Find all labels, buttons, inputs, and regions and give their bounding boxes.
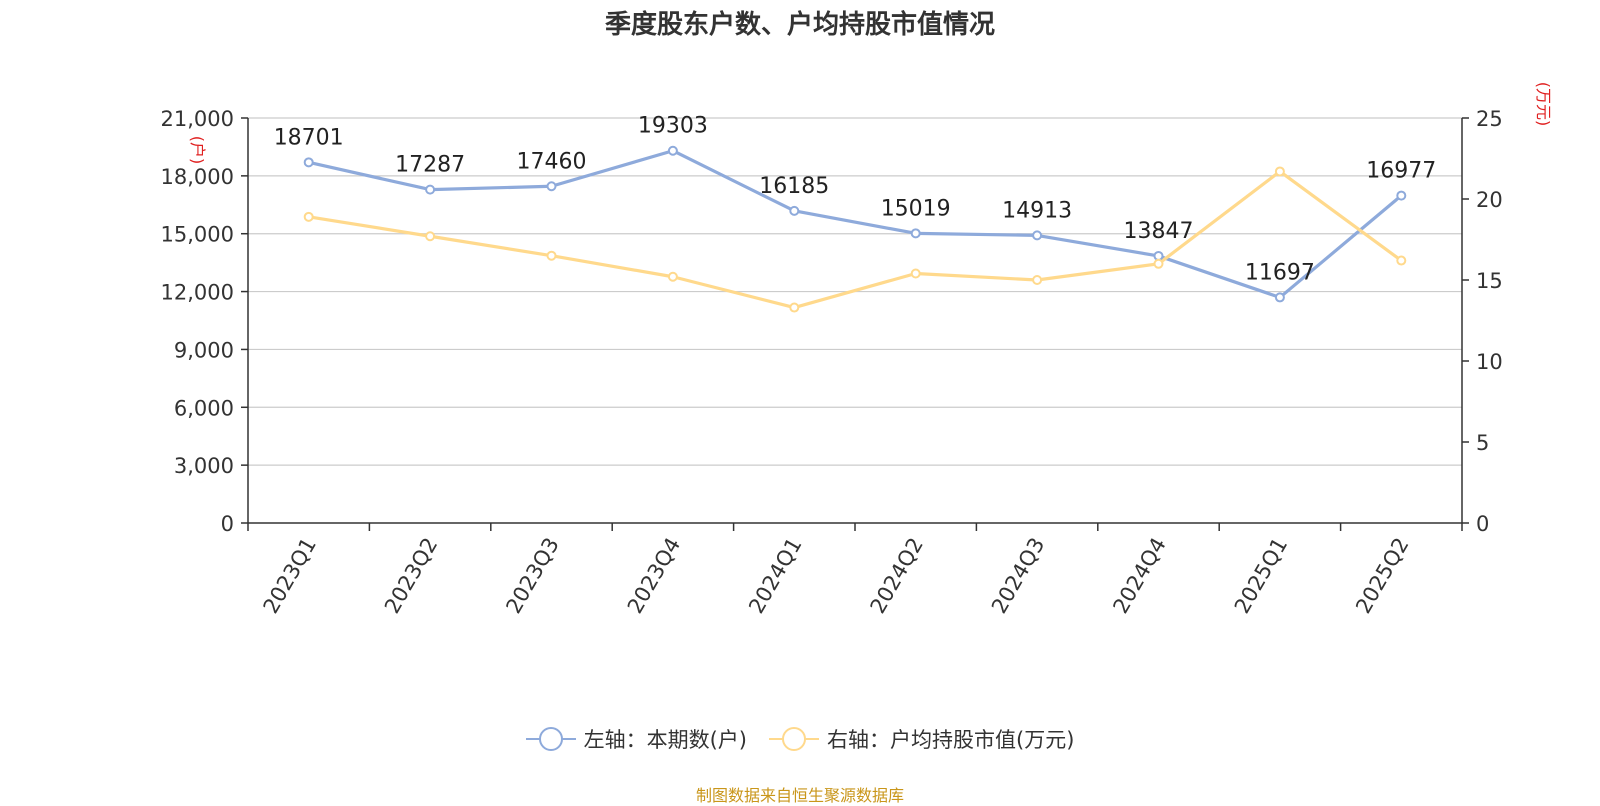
data-point-avg-value	[1032, 275, 1043, 285]
x-axis-tick-label: 2024Q1	[744, 534, 806, 618]
right-axis-unit-label: (万元)	[1534, 82, 1553, 127]
data-point-shareholders	[910, 228, 921, 239]
data-point-avg-value	[1274, 166, 1285, 177]
data-point-shareholders	[1274, 292, 1285, 303]
data-point-shareholders	[789, 205, 800, 216]
data-point-avg-value	[1153, 258, 1164, 269]
data-point-shareholders	[425, 184, 436, 195]
x-axis-tick-label: 2023Q1	[259, 534, 321, 618]
x-axis-tick-label: 2024Q2	[866, 534, 928, 618]
x-axis-tick-label: 2025Q2	[1351, 534, 1413, 618]
left-axis-unit-label: (户)	[188, 136, 207, 165]
left-axis-tick-label: 6,000	[174, 396, 234, 420]
legend: 左轴：本期数(户) 右轴：户均持股市值(万元)	[0, 724, 1600, 754]
x-axis-tick-label: 2023Q2	[380, 534, 442, 618]
left-axis-tick-label: 12,000	[161, 281, 234, 305]
data-point-avg-value	[910, 268, 921, 279]
data-point-avg-value	[667, 271, 678, 282]
legend-marker-left-icon	[525, 727, 576, 751]
series-line-avg-value	[308, 169, 1403, 310]
data-label: 15019	[881, 196, 951, 221]
data-label: 16185	[759, 174, 829, 199]
x-axis-tick-label: 2024Q3	[987, 534, 1049, 618]
right-axis-tick-label: 25	[1476, 107, 1503, 131]
x-axis-tick-label: 2023Q4	[623, 534, 685, 618]
data-point-avg-value	[546, 250, 557, 261]
data-point-avg-value	[1396, 255, 1407, 266]
legend-label-left-series: 左轴：本期数(户)	[583, 728, 747, 752]
source-note: 制图数据来自恒生聚源数据库	[695, 786, 904, 805]
left-axis-tick-label: 0	[221, 512, 234, 536]
chart-title: 季度股东户数、户均持股市值情况	[604, 10, 995, 40]
series-layer	[303, 145, 1407, 313]
data-label: 17287	[395, 153, 465, 178]
data-label: 17460	[517, 149, 587, 174]
data-point-avg-value	[303, 211, 314, 222]
data-point-shareholders	[1153, 250, 1164, 261]
data-point-shareholders	[1396, 190, 1407, 201]
right-axis-tick-label: 15	[1476, 269, 1503, 293]
x-axis-tick-label: 2024Q4	[1108, 534, 1170, 618]
data-label: 19303	[638, 114, 708, 139]
series-line-shareholders	[308, 149, 1403, 300]
legend-item-left-series[interactable]: 左轴：本期数(户)	[525, 724, 747, 754]
left-axis-tick-label: 15,000	[161, 223, 234, 247]
left-axis-tick-label: 9,000	[174, 338, 234, 362]
legend-marker-right-icon	[769, 727, 819, 751]
data-point-avg-value	[789, 302, 800, 313]
data-label: 11697	[1245, 260, 1315, 285]
data-label: 13847	[1124, 219, 1194, 244]
data-label: 18701	[274, 125, 344, 150]
legend-label-right-series: 右轴：户均持股市值(万元)	[827, 728, 1075, 752]
left-axis-tick-label: 3,000	[174, 454, 234, 478]
data-point-shareholders	[667, 145, 678, 156]
data-labels: 18701 17287 17460 19303 16185 15019 14913 13847…	[274, 114, 1437, 286]
data-label: 16977	[1366, 159, 1436, 184]
right-axis-tick-label: 10	[1476, 350, 1503, 374]
legend-item-right-series[interactable]: 右轴：户均持股市值(万元)	[769, 724, 1074, 754]
right-axis-tick-label: 5	[1476, 431, 1489, 455]
left-axis-tick-label: 18,000	[161, 165, 234, 189]
right-axis-tick-label: 20	[1476, 188, 1503, 212]
x-axis-tick-label: 2025Q1	[1230, 534, 1292, 618]
data-point-shareholders	[303, 157, 314, 168]
data-label: 14913	[1002, 198, 1072, 223]
grid-lines	[248, 117, 1462, 466]
data-point-avg-value	[425, 231, 436, 242]
data-point-shareholders	[1032, 230, 1043, 241]
left-axis-tick-label: 21,000	[161, 107, 234, 131]
data-point-shareholders	[546, 181, 557, 192]
right-axis-tick-label: 0	[1476, 512, 1489, 536]
x-axis-tick-label: 2023Q3	[501, 534, 563, 618]
